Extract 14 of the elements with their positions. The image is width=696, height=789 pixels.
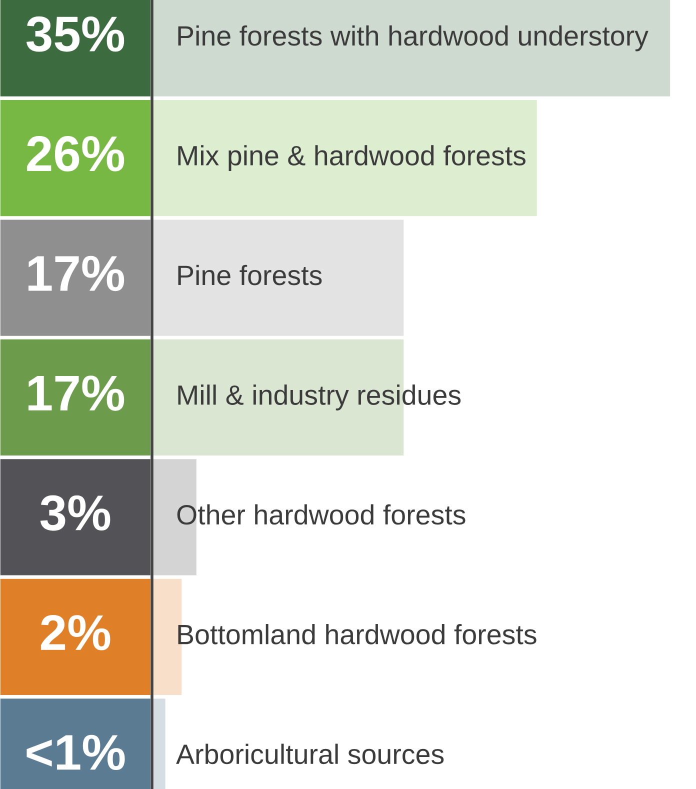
data-label: 17% (28, 256, 124, 292)
y-tick-label: Pine forests with hardwood understory (178, 25, 648, 52)
data-label: 17% (28, 376, 124, 411)
y-tick-label: Mill & industry residues (178, 384, 461, 410)
data-label: <1% (26, 734, 125, 770)
data-label: 2% (40, 614, 110, 650)
data-label: 3% (40, 495, 110, 531)
y-tick-label: Pine forests (178, 264, 322, 286)
y-tick-label: Mix pine & hardwood forests (178, 145, 526, 171)
data-label: 26% (27, 136, 124, 172)
y-tick-label: Arboricultural sources (176, 744, 444, 764)
y-tick-label: Bottomland hardwood forests (178, 624, 536, 644)
data-label: 35% (26, 16, 124, 52)
y-tick-label: Other hardwood forests (177, 504, 466, 525)
